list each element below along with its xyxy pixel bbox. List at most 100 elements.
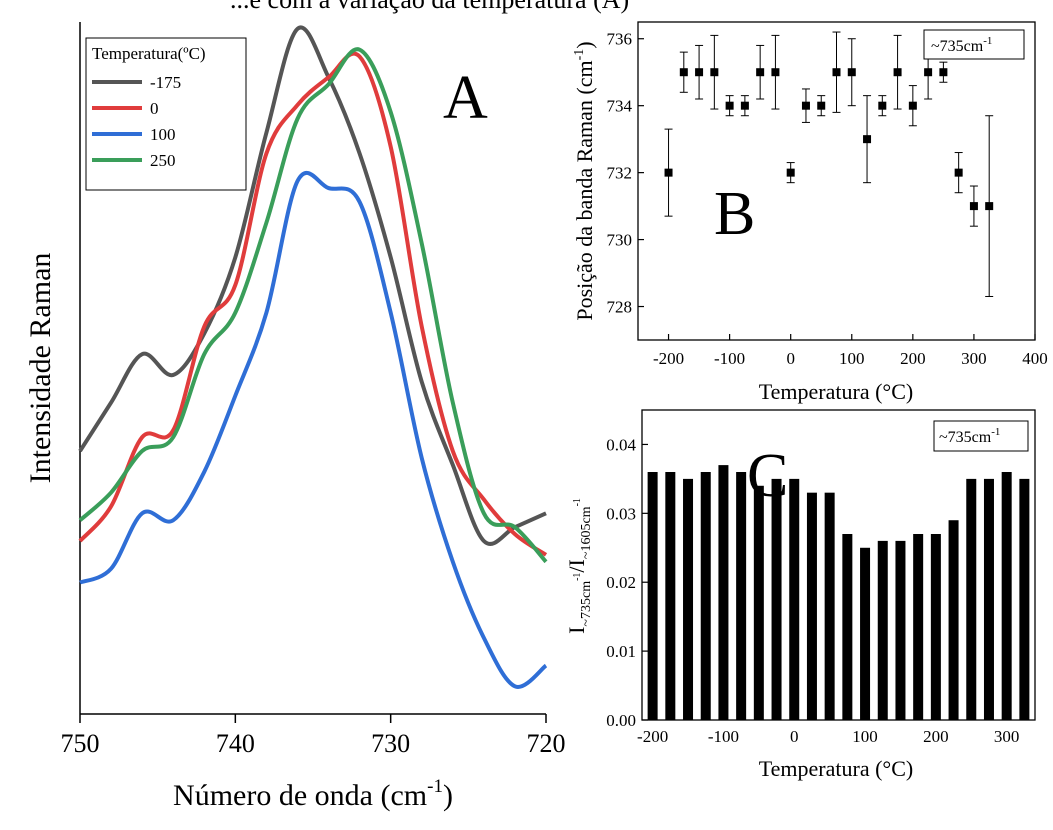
panel-b-data-point: [786, 168, 795, 177]
panel-c-annotation-text: ~735cm: [939, 429, 992, 446]
panel-b: -200 -100 0 100 200 300 400 728 730 732 734 736 ~73…: [572, 21, 1048, 404]
panel-a-y-label: Intensidade Raman: [24, 253, 57, 484]
panel-b-ticks: -200 -100 0 100 200 300 400 728 730 732 734 736: [607, 30, 1048, 368]
panel-b-data-point: [969, 202, 978, 211]
panel-b-x-tick-label: 100: [839, 349, 865, 368]
panel-b-x-tick-label: -200: [653, 349, 684, 368]
panel-c-y-label-sub2: ~1605cm: [579, 506, 594, 559]
panel-b-data-point: [939, 68, 948, 77]
panel-b-data-point: [817, 101, 826, 110]
panel-c-y-tick-label: 0.01: [606, 642, 636, 661]
panel-c-bar: [1001, 472, 1012, 720]
panel-b-data-point: [695, 68, 704, 77]
panel-c-bar: [877, 540, 888, 720]
panel-b-data-point: [893, 68, 902, 77]
panel-a: 750 740 730 720 Temperatura(ºC) -175 0 100 250…: [24, 22, 566, 812]
panel-a-legend-title: Temperatura(ºC): [92, 44, 206, 63]
panel-b-letter: B: [714, 180, 755, 248]
panel-b-x-tick-label: 300: [961, 349, 987, 368]
panel-c-y-label-sub1: ~735cm: [579, 581, 594, 627]
panel-b-data-point: [710, 68, 719, 77]
panel-b-annotation-sup: -1: [983, 35, 992, 47]
panel-b-annotation-box: [923, 29, 1025, 60]
panel-a-x-label-sup: -1: [427, 776, 443, 797]
panel-b-data-point: [924, 68, 933, 77]
panel-b-y-tick-label: 736: [607, 30, 633, 49]
panel-c-y-tick-label: 0.03: [606, 504, 636, 523]
panel-a-plot-area: [79, 22, 546, 715]
panel-c-x-tick-label: 300: [994, 727, 1020, 746]
panel-b-y-label-close: ): [572, 41, 597, 48]
panel-c-bar: [683, 478, 694, 720]
panel-a-letter: A: [443, 64, 488, 132]
legend-label-250: 250: [150, 151, 176, 170]
panel-c-y-tick-label: 0.04: [606, 435, 636, 454]
panel-c-bar: [930, 534, 941, 720]
panel-b-data-point: [878, 101, 887, 110]
panel-b-y-tick-label: 730: [607, 231, 633, 250]
panel-c-x-tick-label: 200: [923, 727, 949, 746]
panel-b-annotation: ~735cm-1: [931, 35, 992, 55]
panel-c-y-label-sup2: -1: [572, 498, 583, 506]
panel-c-y-tick-label: 0.00: [606, 711, 636, 730]
panel-a-legend-box: [85, 37, 247, 191]
panel-c-annotation-sup: -1: [991, 426, 1000, 438]
panel-c-annotation-box: [933, 420, 1029, 452]
panel-c-bar: [860, 547, 871, 720]
panel-c-bar: [736, 472, 747, 720]
panel-c-bar: [718, 465, 729, 720]
panel-b-y-tick-label: 732: [607, 164, 633, 183]
panel-c-ticks: -200 -100 0 100 200 300 0.00 0.01 0.02 0.03 0.04: [606, 435, 1019, 746]
panel-b-data-point: [756, 68, 765, 77]
panel-a-x-label-text: Número de onda (cm: [173, 779, 427, 812]
panel-c-y-tick-label: 0.02: [606, 573, 636, 592]
panel-b-data-point: [863, 135, 872, 144]
panel-c-y-label-i1: I: [564, 627, 589, 634]
panel-a-x-ticks: 750 740 730 720: [61, 714, 566, 758]
panel-b-x-tick-label: 400: [1022, 349, 1048, 368]
panel-a-x-tick-label: 750: [61, 729, 100, 758]
panel-c-bar: [983, 478, 994, 720]
panel-a-x-tick-label: 720: [527, 729, 566, 758]
panel-c-x-tick-label: 100: [852, 727, 878, 746]
header-caption: ...e com a variação da temperatura (A): [230, 0, 629, 14]
panel-c-bar: [806, 492, 817, 720]
panel-b-data-point: [832, 68, 841, 77]
panel-c-x-tick-label: -200: [637, 727, 668, 746]
panel-c-bars: [647, 465, 1030, 720]
panel-b-y-tick-label: 734: [607, 97, 633, 116]
panel-c-bar: [647, 472, 658, 720]
panel-b-data-point: [985, 202, 994, 211]
panel-c-y-label-mid: /I: [564, 559, 589, 572]
panel-c-bar: [771, 478, 782, 720]
panel-c-bar: [966, 478, 977, 720]
panel-a-series: [78, 25, 548, 689]
panel-a-legend: Temperatura(ºC) -175 0 100 250: [85, 37, 247, 191]
panel-b-data-point: [847, 68, 856, 77]
panel-c-x-label: Temperatura (°C): [759, 756, 913, 781]
panel-b-frame: [637, 21, 1036, 341]
panel-c-annotation: ~735cm-1: [939, 426, 1000, 446]
panel-c-bar: [1019, 478, 1030, 720]
panel-b-data-point: [740, 101, 749, 110]
panel-b-data-point: [664, 168, 673, 177]
series-line-0: [78, 51, 548, 557]
panel-c: -200 -100 0 100 200 300 0.00 0.01 0.02 0.03 0.04 ~…: [564, 409, 1036, 781]
panel-b-x-tick-label: 0: [786, 349, 795, 368]
panel-c-x-tick-label: 0: [790, 727, 799, 746]
panel-c-bar: [753, 485, 764, 720]
panel-b-data-point: [679, 68, 688, 77]
panel-c-frame: [641, 409, 1036, 721]
panel-c-bar: [789, 478, 800, 720]
panel-a-x-label-close: ): [443, 779, 453, 812]
series-line-100: [79, 171, 548, 689]
panel-b-x-tick-label: 200: [900, 349, 926, 368]
panel-c-bar: [665, 472, 676, 720]
panel-c-bar: [913, 534, 924, 720]
panel-a-x-tick-label: 730: [371, 729, 410, 758]
legend-label--175: -175: [150, 73, 181, 92]
panel-b-y-tick-label: 728: [607, 298, 633, 317]
series-line-250: [78, 47, 548, 564]
panel-b-points: [664, 31, 994, 297]
